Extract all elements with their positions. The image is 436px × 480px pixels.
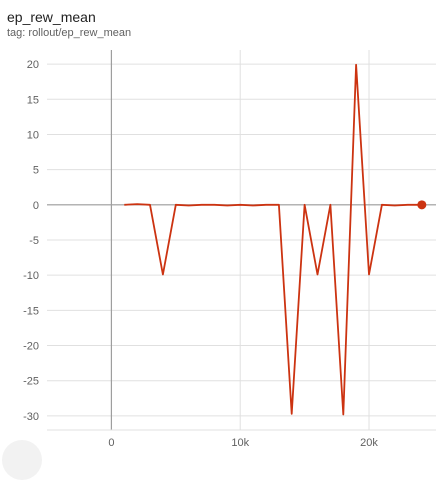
x-axis-tick-labels: 0 10k 20k (108, 437, 378, 449)
data-point (381, 204, 383, 206)
data-point (226, 204, 228, 206)
data-point (278, 204, 280, 206)
data-point (303, 204, 305, 206)
data-point (342, 413, 344, 415)
data-point (200, 204, 202, 206)
data-point (123, 204, 125, 206)
data-point (265, 204, 267, 206)
data-point (187, 204, 189, 206)
y-tick-label: -20 (23, 341, 39, 353)
data-point (329, 204, 331, 206)
data-point (213, 204, 215, 206)
line-chart: 20 15 10 5 0 -5 -10 -15 -20 -25 -30 0 10k 20k (23, 50, 436, 449)
data-point (406, 204, 408, 206)
y-axis-tick-labels: 20 15 10 5 0 -5 -10 -15 -20 -25 -30 (23, 59, 39, 423)
y-tick-label: -25 (23, 376, 39, 388)
x-tick-label: 0 (108, 437, 114, 449)
data-point (175, 204, 177, 206)
y-tick-label: -5 (29, 235, 39, 247)
series-line (124, 63, 422, 416)
grid-lines (47, 50, 436, 430)
y-tick-label: -30 (23, 411, 39, 423)
x-tick-label: 20k (360, 437, 378, 449)
y-tick-label: -10 (23, 270, 39, 282)
data-point (355, 64, 357, 66)
y-tick-label: 15 (27, 94, 39, 106)
chart-tag: tag: rollout/ep_rew_mean (7, 27, 132, 39)
last-value-marker[interactable] (417, 200, 427, 210)
data-point (316, 273, 318, 275)
y-tick-label: -15 (23, 305, 39, 317)
data-point (162, 273, 164, 275)
data-point (291, 413, 293, 415)
data-point (252, 204, 254, 206)
chart-title: ep_rew_mean (7, 9, 96, 25)
y-tick-label: 20 (27, 59, 39, 71)
corner-button[interactable] (2, 440, 42, 480)
series-group (123, 63, 427, 416)
y-tick-label: 0 (33, 200, 39, 212)
data-point (149, 204, 151, 206)
y-tick-label: 5 (33, 165, 39, 177)
data-point (368, 273, 370, 275)
data-point (239, 204, 241, 206)
x-tick-label: 10k (231, 437, 249, 449)
data-point (136, 203, 138, 205)
y-tick-label: 10 (27, 129, 39, 141)
data-point (394, 204, 396, 206)
